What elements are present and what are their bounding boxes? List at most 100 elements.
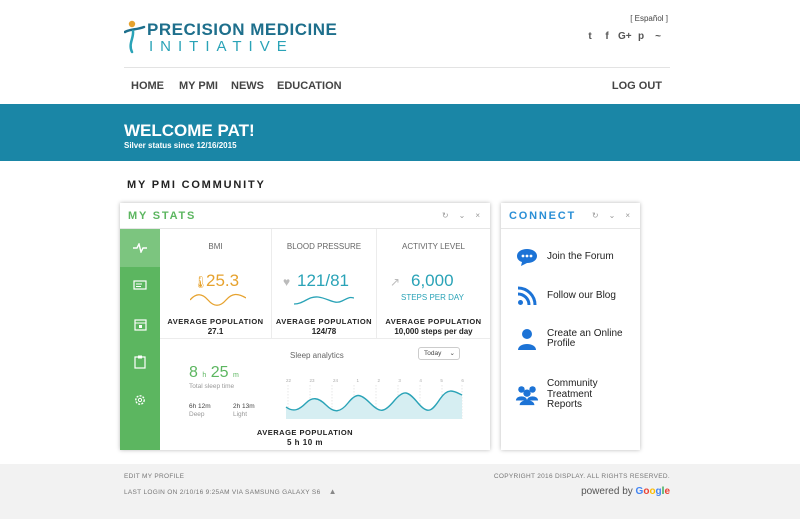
facebook-icon[interactable]: f [605, 31, 609, 42]
site-footer: EDIT MY PROFILE LAST LOGIN ON 2/10/16 9:… [0, 464, 800, 519]
tick-label: 4 [419, 378, 422, 383]
connect-forum[interactable]: Join the Forum [515, 245, 614, 269]
close-icon[interactable]: × [625, 211, 630, 220]
connect-blog[interactable]: Follow our Blog [515, 284, 616, 308]
google-plus-icon[interactable]: G+ [618, 31, 632, 42]
bmi-value: 25.3 [206, 271, 240, 290]
deep-label: Deep [189, 411, 205, 418]
sleep-total: 8 h 25 m [189, 364, 239, 382]
rss-icon[interactable]: ~ [655, 31, 661, 42]
tick-label: 5 [440, 378, 443, 383]
connect-reports-label: Community Treatment Reports [547, 378, 598, 410]
connect-blog-label: Follow our Blog [547, 289, 616, 301]
welcome-title: WELCOME PAT! [124, 121, 255, 140]
refresh-icon[interactable]: ↻ [591, 211, 599, 220]
connect-card-controls: ↻ ⌄ × [592, 211, 630, 220]
tick-label: 3 [398, 378, 401, 383]
google-logo: Google [635, 486, 670, 497]
sleep-chart [285, 385, 463, 419]
tick-label: 23 [309, 378, 315, 383]
nav-news[interactable]: NEWS [231, 80, 264, 92]
thermometer-icon: 🌡 [193, 275, 209, 289]
sleep-minutes-unit: m [232, 372, 239, 379]
connect-reports[interactable]: Community Treatment Reports [515, 378, 615, 411]
nav-my-pmi[interactable]: MY PMI [179, 80, 218, 92]
deep-value: 6h 12m [189, 403, 211, 410]
chevron-down-icon[interactable]: ⌄ [458, 211, 466, 220]
heart-icon: ♥ [283, 275, 291, 289]
logo-subtitle: INITIATIVE [149, 38, 294, 55]
chat-icon [515, 245, 539, 269]
logo-title: PRECISION MEDICINE [147, 20, 338, 39]
sleep-range-value: Today [424, 350, 442, 357]
light-sleep: 2h 13m Light [233, 403, 255, 418]
welcome-banner: WELCOME PAT! Silver status since 12/16/2… [0, 104, 800, 161]
community-title: MY PMI COMMUNITY [127, 179, 266, 191]
bmi-avg-value: 27.1 [207, 327, 224, 336]
header-divider [124, 67, 670, 68]
connect-forum-label: Join the Forum [547, 250, 614, 262]
bp-value: 121/81 [297, 271, 349, 290]
sleep-title: Sleep analytics [290, 351, 344, 360]
gear-icon[interactable] [120, 381, 160, 419]
bmi-avg-label: AVERAGE POPULATION [167, 317, 264, 326]
site-header: PRECISION MEDICINE INITIATIVE [ Español … [0, 0, 800, 68]
rss-icon [515, 284, 539, 308]
message-icon[interactable] [120, 267, 160, 305]
bp-label: BLOOD PRESSURE [286, 242, 362, 251]
activity-value: 6,000 [411, 271, 454, 290]
last-login-text: LAST LOGIN ON 2/10/16 9:25AM VIA SAMSUNG… [124, 489, 321, 496]
connect-card-title: CONNECT [509, 210, 576, 222]
twitter-icon[interactable]: t [588, 31, 592, 42]
bmi-label: BMI [208, 242, 223, 251]
stats-sidebar [120, 229, 160, 450]
stats-card-controls: ↻ ⌄ × [442, 211, 480, 220]
chevron-down-icon[interactable]: ⌄ [608, 211, 616, 220]
social-links: t f G+ p ~ [584, 31, 664, 42]
heartbeat-icon[interactable] [120, 229, 160, 267]
activity-label: ACTIVITY LEVEL [402, 242, 465, 251]
connect-profile-label: Create an Online Profile [547, 327, 623, 349]
nav-education[interactable]: EDUCATION [277, 80, 342, 92]
stairs-icon: ↗ [390, 275, 401, 289]
light-label: Light [233, 411, 248, 418]
nav-home[interactable]: HOME [131, 80, 164, 92]
user-icon [515, 327, 539, 351]
group-icon [515, 383, 539, 407]
my-stats-card: MY STATS ↻ ⌄ × BMI 🌡 25.3 AVERAGE PO [120, 203, 490, 450]
calendar-icon[interactable] [120, 305, 160, 343]
main-nav: HOME MY PMI NEWS EDUCATION LOG OUT [124, 76, 670, 98]
sleep-range-dropdown[interactable]: Today ⌄ [418, 347, 460, 360]
deep-sleep: 6h 12m Deep [189, 403, 211, 418]
sleep-avg-value: 5 h 10 m [286, 438, 323, 447]
powered-by-text: powered by [581, 486, 633, 497]
light-value: 2h 13m [233, 403, 255, 410]
sleep-hours: 8 [189, 364, 198, 381]
sleep-minutes: 25 [210, 364, 229, 381]
bp-avg-value: 124/78 [311, 327, 337, 336]
stats-card-header: MY STATS ↻ ⌄ × [120, 203, 490, 229]
activity-avg-label: AVERAGE POPULATION [385, 317, 482, 326]
activity-panel: ACTIVITY LEVEL ↗ 6,000 STEPS PER DAY AVE… [377, 229, 490, 339]
tick-label: 6 [461, 378, 464, 383]
activity-unit: STEPS PER DAY [401, 293, 464, 302]
pinterest-icon[interactable]: p [637, 31, 645, 42]
clipboard-icon[interactable] [120, 343, 160, 381]
sleep-total-label: Total sleep time [189, 383, 235, 390]
tick-label: 22 [286, 378, 292, 383]
refresh-icon[interactable]: ↻ [441, 211, 449, 220]
logout-link[interactable]: LOG OUT [611, 80, 662, 92]
last-login: LAST LOGIN ON 2/10/16 9:25AM VIA SAMSUNG… [124, 487, 337, 496]
stats-card-title: MY STATS [128, 210, 197, 222]
connect-card: CONNECT ↻ ⌄ × Join the Forum Follow our … [501, 203, 640, 450]
language-link[interactable]: [ Español ] [630, 14, 668, 23]
status-text: Silver status since 12/16/2015 [124, 141, 237, 150]
close-icon[interactable]: × [475, 211, 480, 220]
connect-profile[interactable]: Create an Online Profile [515, 327, 627, 351]
sleep-avg-label: AVERAGE POPULATION [256, 428, 354, 437]
tick-label: 2 [377, 378, 380, 383]
sleep-chart-ticks: 22 23 24 1 2 3 4 5 6 [286, 378, 464, 383]
activity-avg-value: 10,000 steps per day [394, 327, 473, 336]
bp-wave [294, 296, 354, 305]
edit-profile-link[interactable]: EDIT MY PROFILE [124, 473, 185, 480]
